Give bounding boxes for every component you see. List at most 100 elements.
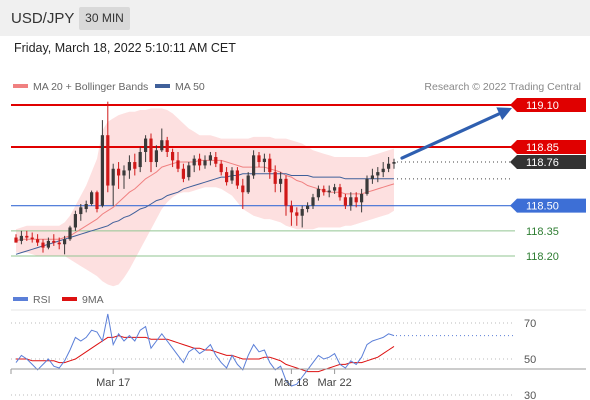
level-tag-119.10 (510, 98, 586, 112)
level-label-119.10: 119.10 (526, 100, 559, 112)
last-price-label: 118.76 (526, 157, 559, 169)
candle-body (316, 188, 320, 198)
legend: MA 20 + Bollinger Bands MA 50 Research © 2… (13, 81, 581, 306)
candle-body (273, 172, 277, 184)
rsi-legend-label: RSI (33, 294, 51, 306)
candle-body (306, 205, 310, 210)
x-axis: Mar 17 Mar 18 Mar 22 (10, 368, 586, 389)
level-label-118.35: 118.35 (526, 226, 559, 238)
ma50-line (15, 173, 394, 255)
candle-body (262, 158, 266, 163)
candle-body (311, 197, 315, 206)
candle-body (25, 235, 29, 238)
header-bar: USD/JPY 30 MIN (0, 0, 590, 36)
candle-body (111, 168, 115, 186)
rsi-panel: 70 50 30 (11, 309, 586, 400)
ma50-legend-label: MA 50 (175, 81, 205, 93)
candle-body (360, 193, 364, 203)
candle-body (354, 197, 358, 203)
symbol-title: USD/JPY (11, 10, 75, 27)
candle-body (127, 162, 131, 171)
candle-body (73, 214, 77, 228)
candle-body (208, 155, 212, 161)
candle-body (117, 168, 121, 176)
candle-body (241, 185, 245, 193)
candle-body (279, 178, 283, 184)
candle-body (154, 150, 158, 163)
ma20-legend-label: MA 20 + Bollinger Bands (33, 81, 148, 93)
candle-body (235, 170, 239, 186)
x-tick-label: Mar 18 (274, 377, 308, 389)
candles-layer (14, 101, 396, 255)
candle-body (100, 135, 104, 206)
candle-body (246, 175, 250, 193)
datetime-label: Friday, March 18, 2022 5:10:11 AM CET (14, 41, 236, 55)
rsi-level-label-50: 50 (524, 354, 536, 366)
candle-body (338, 187, 342, 198)
candle-body (268, 158, 272, 173)
bollinger-bands-layer (16, 108, 394, 287)
candle-body (138, 151, 142, 168)
candle-body (68, 227, 72, 240)
candle-body (63, 239, 67, 245)
candle-body (230, 170, 234, 181)
candle-body (300, 209, 304, 216)
level-label-118.50: 118.50 (526, 201, 559, 213)
projection-arrow-head (496, 107, 512, 121)
candle-body (392, 162, 396, 164)
candle-body (57, 242, 61, 245)
ma20-legend-swatch (13, 84, 28, 88)
candle-body (333, 187, 337, 191)
candle-body (381, 168, 385, 173)
level-label-118.20: 118.20 (526, 251, 559, 263)
candle-body (165, 140, 169, 152)
candle-body (149, 138, 153, 163)
candle-body (176, 160, 180, 169)
last-price-tag (510, 155, 586, 170)
candle-body (198, 158, 202, 166)
rsi-legend-swatch (13, 297, 28, 301)
candle-body (171, 151, 175, 161)
candle-body (30, 237, 34, 240)
candle-body (95, 192, 99, 210)
rsi-line (15, 313, 395, 387)
candle-body (387, 163, 391, 169)
candle-body (376, 172, 380, 176)
projection-arrow-shaft (400, 110, 506, 160)
candle-body (14, 237, 18, 243)
candle-body (41, 242, 45, 248)
candle-body (322, 188, 326, 193)
candle-body (257, 155, 261, 163)
bollinger-band-fill (16, 108, 394, 287)
rsi-ma-legend-label: 9MA (82, 294, 104, 306)
rsi-ma-line (16, 335, 395, 373)
levels-layer: 119.10 118.85 118.50 118.35 118.20 (11, 98, 586, 263)
candle-body (160, 140, 164, 151)
level-tag-118.85 (510, 139, 586, 154)
candle-body (133, 162, 137, 169)
candle-body (295, 212, 299, 216)
candle-body (36, 239, 40, 243)
credit-label: Research © 2022 Trading Central (424, 81, 581, 93)
candle-body (181, 168, 185, 179)
candle-body (252, 155, 256, 176)
level-label-118.85: 118.85 (526, 142, 559, 154)
rsi-ma-legend-swatch (62, 297, 77, 301)
candle-body (52, 240, 56, 243)
candle-body (84, 203, 88, 210)
candle-body (214, 157, 218, 164)
candle-body (370, 175, 374, 179)
candle-body (46, 240, 50, 248)
ma50-legend-swatch (155, 84, 170, 88)
rsi-level-label-70: 70 (524, 318, 536, 330)
timeframe-button[interactable]: 30 MIN (79, 7, 130, 30)
candle-body (365, 178, 369, 194)
candle-body (144, 138, 148, 152)
candle-body (284, 178, 288, 206)
x-tick-label: Mar 22 (317, 377, 351, 389)
candle-body (219, 163, 223, 173)
candle-body (327, 190, 331, 193)
candle-body (349, 197, 353, 206)
candle-body (79, 207, 83, 215)
